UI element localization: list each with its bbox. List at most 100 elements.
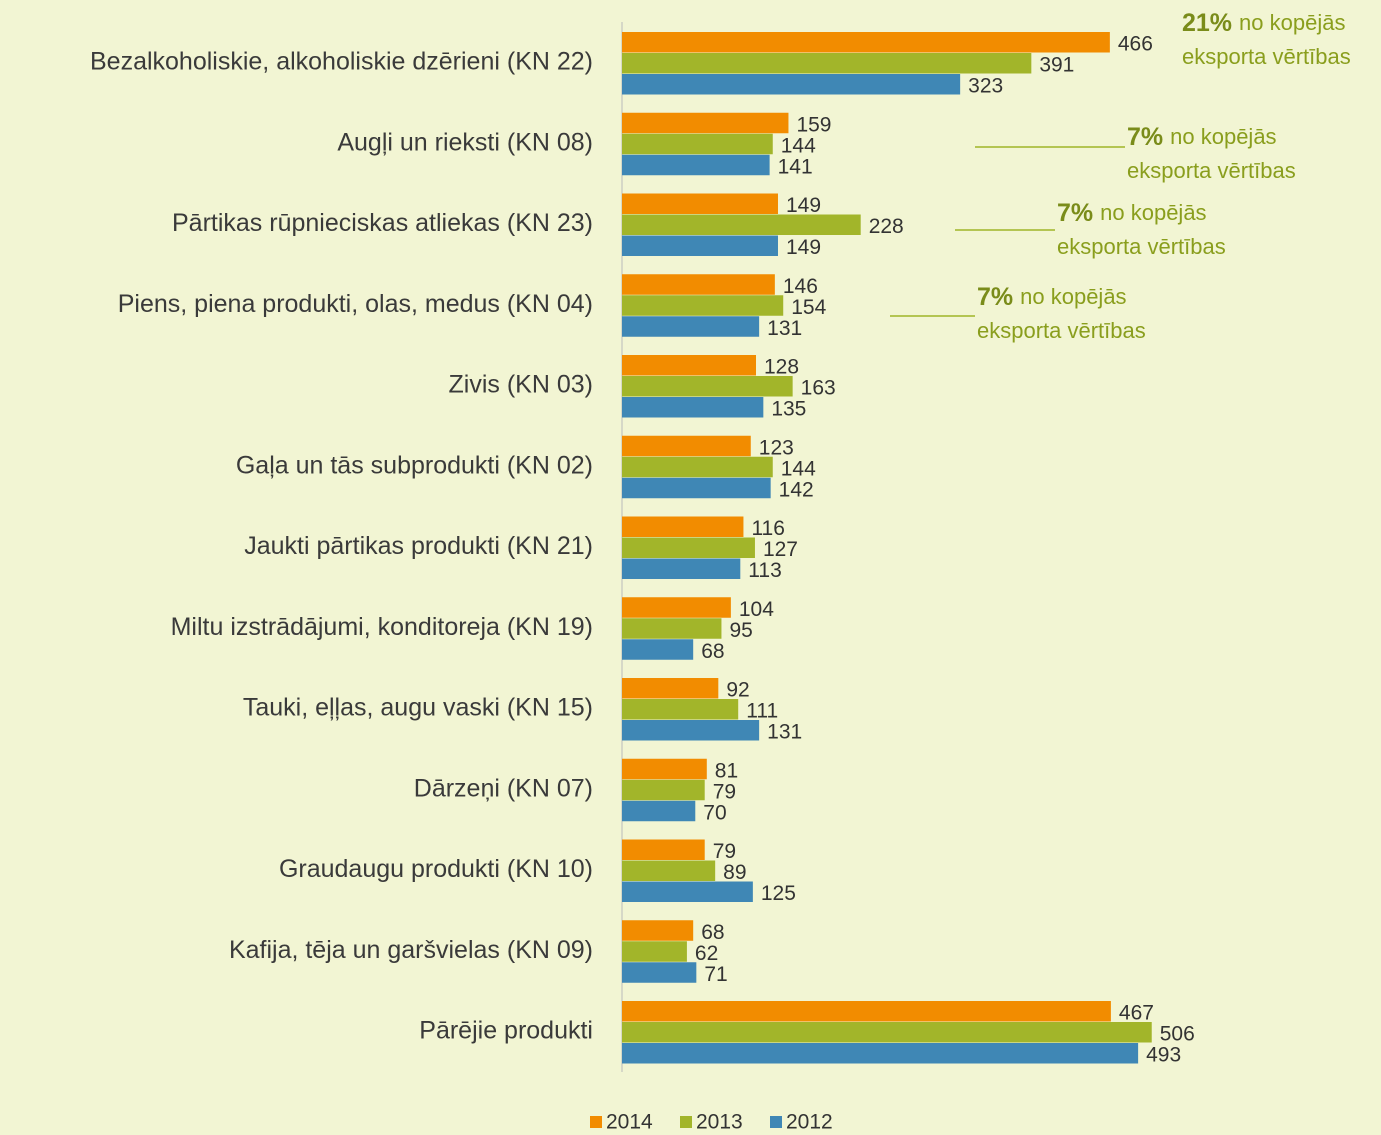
bar xyxy=(622,962,697,983)
category-label: Bezalkoholiskie, alkoholiskie dzērieni (… xyxy=(90,48,593,76)
bar xyxy=(622,618,722,639)
value-label: 123 xyxy=(759,436,794,459)
bar xyxy=(622,274,775,295)
annotation-text: no kopējās xyxy=(1170,124,1276,149)
annotation-text2: eksporta vērtības xyxy=(1127,158,1296,183)
annotation-text: no kopējās xyxy=(1020,284,1126,309)
bar xyxy=(622,133,773,155)
bar xyxy=(622,941,687,962)
bar xyxy=(622,1043,1139,1064)
bar xyxy=(622,435,751,457)
bar xyxy=(622,32,1110,53)
bar xyxy=(622,920,694,941)
annotation: 21% no kopējās xyxy=(1182,9,1345,37)
value-label: 144 xyxy=(781,134,816,157)
value-label: 466 xyxy=(1118,33,1153,56)
value-label: 149 xyxy=(786,194,821,217)
bar xyxy=(622,720,760,741)
category-label: Pārējie produkti xyxy=(419,1017,593,1045)
legend-swatch xyxy=(680,1116,692,1128)
value-label: 116 xyxy=(751,517,784,540)
bar xyxy=(622,558,741,579)
bar xyxy=(622,235,778,256)
value-label: 228 xyxy=(869,215,904,238)
value-label: 89 xyxy=(723,861,746,884)
legend-label: 2013 xyxy=(696,1111,743,1134)
value-label: 128 xyxy=(764,356,799,379)
value-label: 506 xyxy=(1160,1023,1195,1046)
value-label: 323 xyxy=(968,75,1003,98)
annotation-text2: eksporta vērtības xyxy=(1057,234,1226,259)
category-label: Jaukti pārtikas produkti (KN 21) xyxy=(244,532,593,560)
category-label: Gaļa un tās subprodukti (KN 02) xyxy=(236,451,593,479)
bar xyxy=(622,800,696,822)
bar xyxy=(622,839,705,860)
value-label: 68 xyxy=(701,640,724,663)
value-label: 79 xyxy=(713,780,736,803)
annotation-text2: eksporta vērtības xyxy=(1182,44,1351,69)
value-label: 154 xyxy=(791,296,826,319)
value-label: 104 xyxy=(739,598,774,621)
bar xyxy=(622,295,784,316)
bar xyxy=(622,758,707,780)
annotation-percent: 21% xyxy=(1182,9,1232,37)
value-label: 163 xyxy=(801,377,836,400)
annotation: 7% no kopējās xyxy=(1127,123,1277,151)
value-label: 146 xyxy=(783,275,818,298)
value-label: 127 xyxy=(763,538,798,561)
bar xyxy=(622,860,716,881)
legend-swatch xyxy=(590,1116,602,1128)
category-label: Graudaugu produkti (KN 10) xyxy=(279,855,593,883)
value-label: 135 xyxy=(771,398,806,421)
annotation: 7% no kopējās xyxy=(1057,199,1207,227)
value-label: 113 xyxy=(748,559,781,582)
bar xyxy=(622,112,789,134)
bar xyxy=(622,53,1032,74)
value-label: 131 xyxy=(767,317,802,340)
bar xyxy=(622,678,719,699)
value-label: 70 xyxy=(703,801,726,824)
value-label: 95 xyxy=(729,619,752,642)
annotation-percent: 7% xyxy=(1127,123,1163,151)
value-label: 62 xyxy=(695,942,718,965)
bar xyxy=(622,154,770,176)
annotation-percent: 7% xyxy=(1057,199,1093,227)
legend-swatch xyxy=(770,1116,782,1128)
value-label: 142 xyxy=(779,478,814,501)
value-label: 493 xyxy=(1146,1044,1181,1067)
value-label: 125 xyxy=(761,882,796,905)
value-label: 149 xyxy=(786,236,821,259)
value-label: 159 xyxy=(796,113,831,136)
category-label: Dārzeņi (KN 07) xyxy=(414,774,593,802)
legend-label: 2014 xyxy=(606,1111,653,1134)
bar xyxy=(622,779,705,801)
bar xyxy=(622,214,861,235)
bar xyxy=(622,639,694,660)
bar xyxy=(622,1001,1111,1022)
bar xyxy=(622,397,764,418)
category-label: Zivis (KN 03) xyxy=(449,371,593,399)
category-label: Kafija, tēja un garšvielas (KN 09) xyxy=(229,936,593,964)
value-label: 71 xyxy=(704,963,727,986)
bar xyxy=(622,376,793,397)
bar xyxy=(622,537,755,558)
bar xyxy=(622,456,773,478)
value-label: 68 xyxy=(701,921,724,944)
category-label: Piens, piena produkti, olas, medus (KN 0… xyxy=(118,290,593,318)
value-label: 391 xyxy=(1039,54,1074,77)
category-label: Tauki, eļļas, augu vaski (KN 15) xyxy=(243,694,593,722)
annotation-text: no kopējās xyxy=(1100,200,1206,225)
annotation-percent: 7% xyxy=(977,283,1013,311)
value-label: 144 xyxy=(781,457,816,480)
value-label: 79 xyxy=(713,840,736,863)
annotation-text2: eksporta vērtības xyxy=(977,318,1146,343)
bar xyxy=(622,74,961,95)
bar xyxy=(622,881,753,902)
bar xyxy=(622,316,760,337)
annotation: 7% no kopējās xyxy=(977,283,1127,311)
annotation-text: no kopējās xyxy=(1239,10,1345,35)
bar xyxy=(622,193,778,214)
category-label: Augļi un rieksti (KN 08) xyxy=(337,128,593,156)
category-label: Miltu izstrādājumi, konditoreja (KN 19) xyxy=(171,613,593,641)
